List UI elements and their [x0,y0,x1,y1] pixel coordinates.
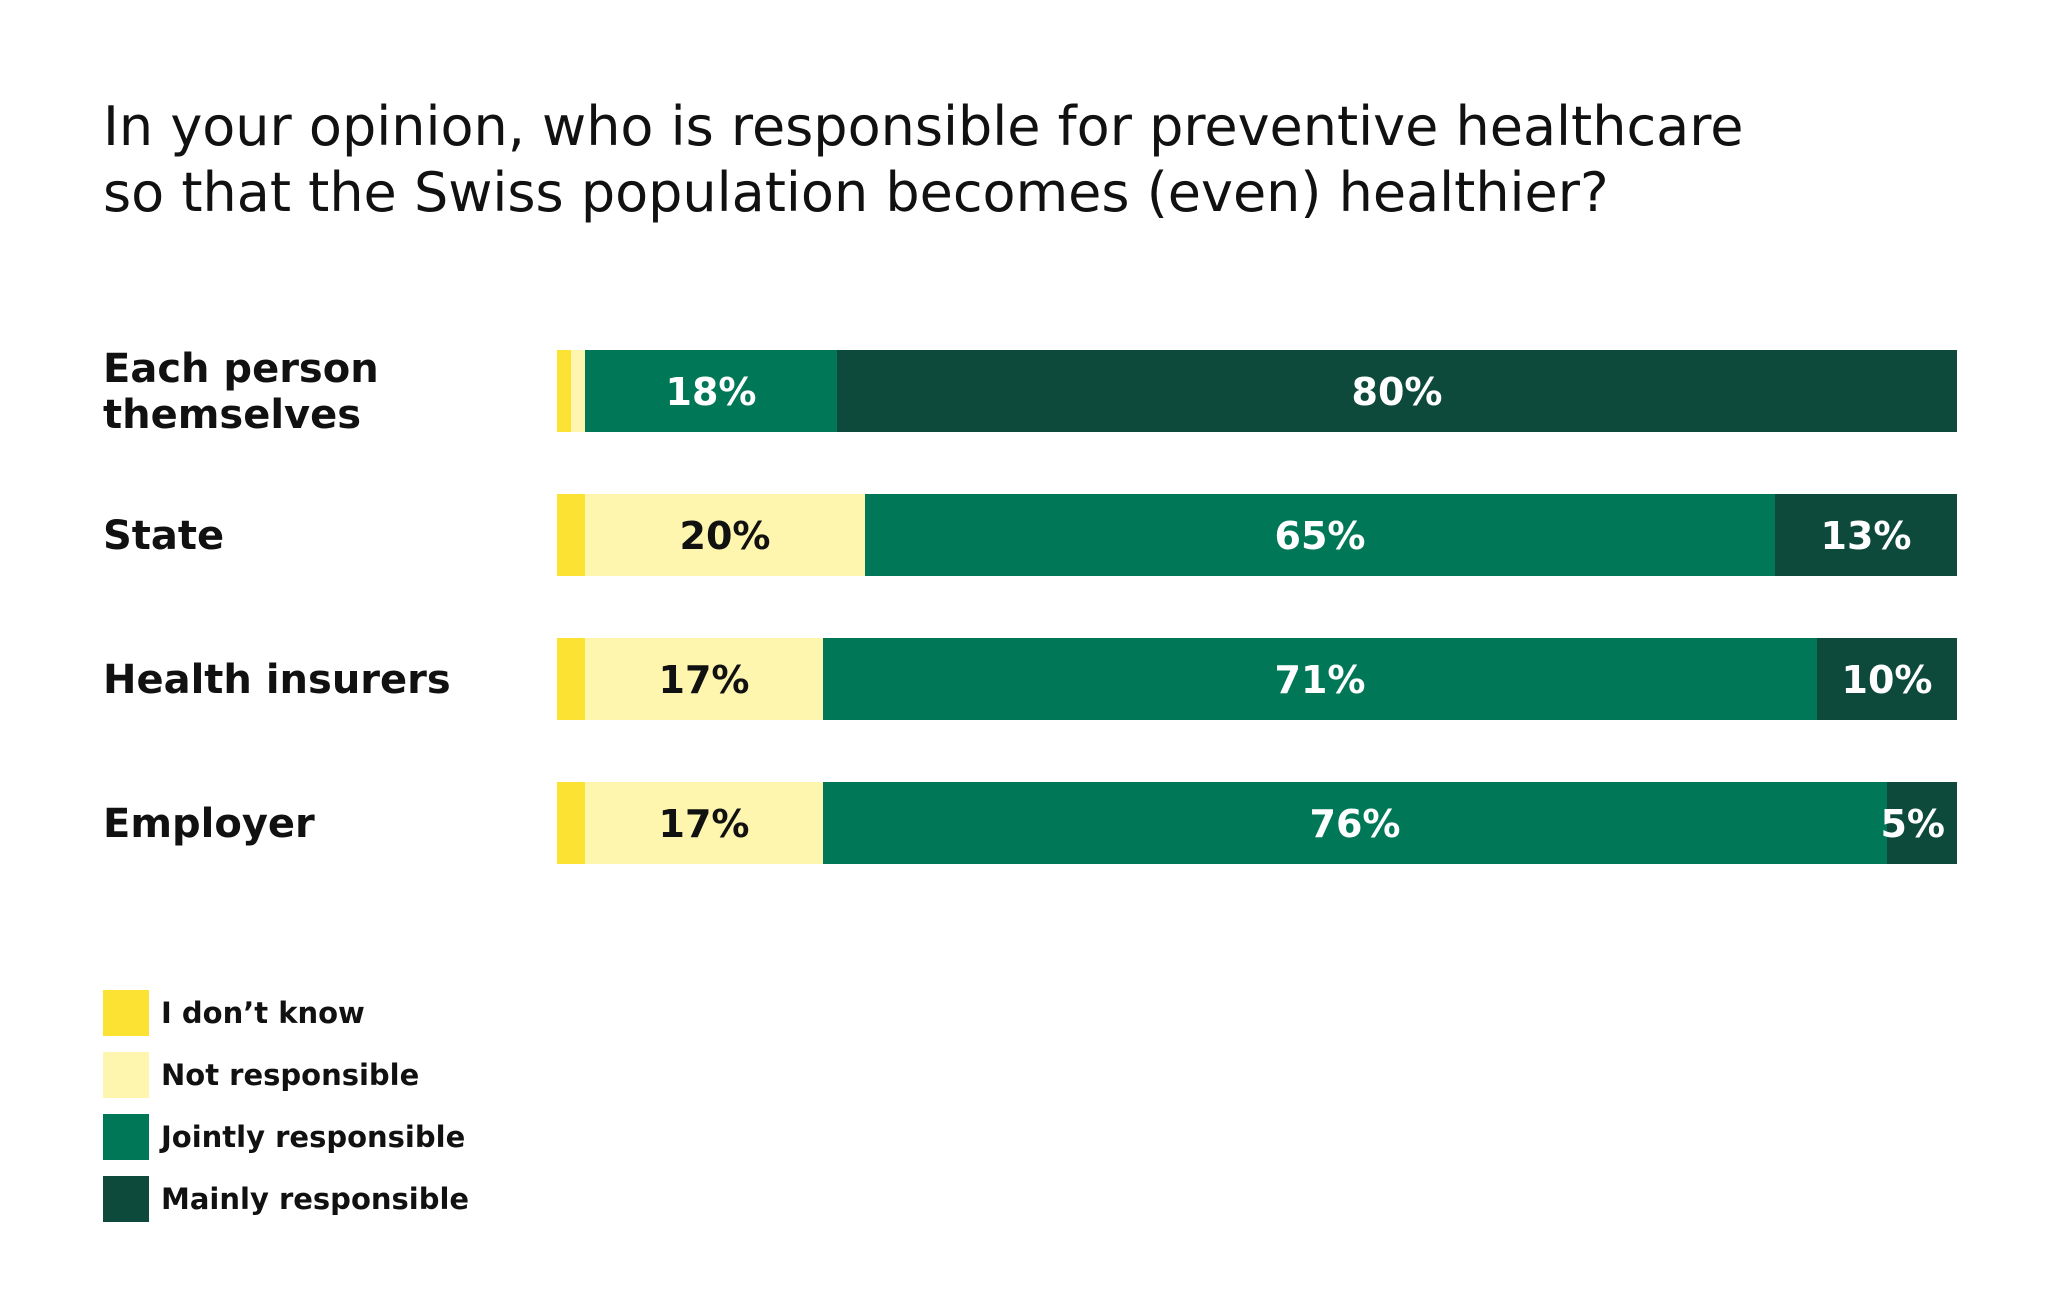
data-label-4-4: 5% [1880,802,1945,846]
bar-segment-3-2 [585,638,823,720]
bar-segment-3-4 [1817,638,1957,720]
chart-title-line-2: so that the Swiss population becomes (ev… [103,161,1609,224]
data-label-2-2: 20% [680,514,771,558]
data-label-4-3: 76% [1310,802,1401,846]
bar-segment-1-1 [557,350,571,432]
data-label-2-3: 65% [1275,514,1366,558]
bar-row-3: 17% 71% 10% [557,638,1957,720]
bar-segment-4-1 [557,782,585,864]
legend-label-1: I don’t know [161,996,365,1030]
category-label-2-line-1: State [103,513,224,559]
bar-row-1: 18% 80% [557,350,1957,432]
category-label-3-line-1: Health insurers [103,657,451,703]
data-label-3-4: 10% [1842,658,1933,702]
legend-swatch-3 [103,1114,149,1160]
data-label-1-4: 80% [1352,370,1443,414]
data-label-3-3: 71% [1275,658,1366,702]
data-label-1-3: 18% [666,370,757,414]
chart-title: In your opinion, who is responsible for … [103,95,1743,224]
legend: I don’t know Not responsible Jointly respo… [103,990,469,1222]
bar-segment-2-3 [865,494,1775,576]
legend-label-2: Not responsible [161,1058,419,1092]
legend-swatch-4 [103,1176,149,1222]
legend-label-4: Mainly responsible [161,1182,469,1216]
category-label-4-line-1: Employer [103,801,315,847]
bars: 18% 80% 20% 65% 13% 17% 71% 10% 17% 76% 5% [557,350,1957,864]
bar-segment-4-4 [1887,782,1957,864]
bar-segment-2-1 [557,494,585,576]
bar-segment-2-2 [585,494,865,576]
bar-segment-3-1 [557,638,585,720]
data-label-4-2: 17% [659,802,750,846]
bar-segment-3-3 [823,638,1817,720]
legend-swatch-2 [103,1052,149,1098]
data-label-3-2: 17% [659,658,750,702]
legend-label-3: Jointly responsible [159,1120,465,1154]
bar-segment-1-2 [571,350,585,432]
category-label-1-line-2: themselves [103,392,361,438]
chart-title-line-1: In your opinion, who is responsible for … [103,95,1743,158]
legend-swatch-1 [103,990,149,1036]
bar-row-2: 20% 65% 13% [557,494,1957,576]
bar-row-4: 17% 76% 5% [557,782,1957,864]
bar-segment-1-3 [585,350,837,432]
data-label-2-4: 13% [1821,514,1912,558]
bar-segment-4-3 [823,782,1887,864]
bar-segment-4-2 [585,782,823,864]
category-label-1-line-1: Each person [103,346,379,392]
bar-segment-1-4 [837,350,1957,432]
bar-segment-2-4 [1775,494,1957,576]
